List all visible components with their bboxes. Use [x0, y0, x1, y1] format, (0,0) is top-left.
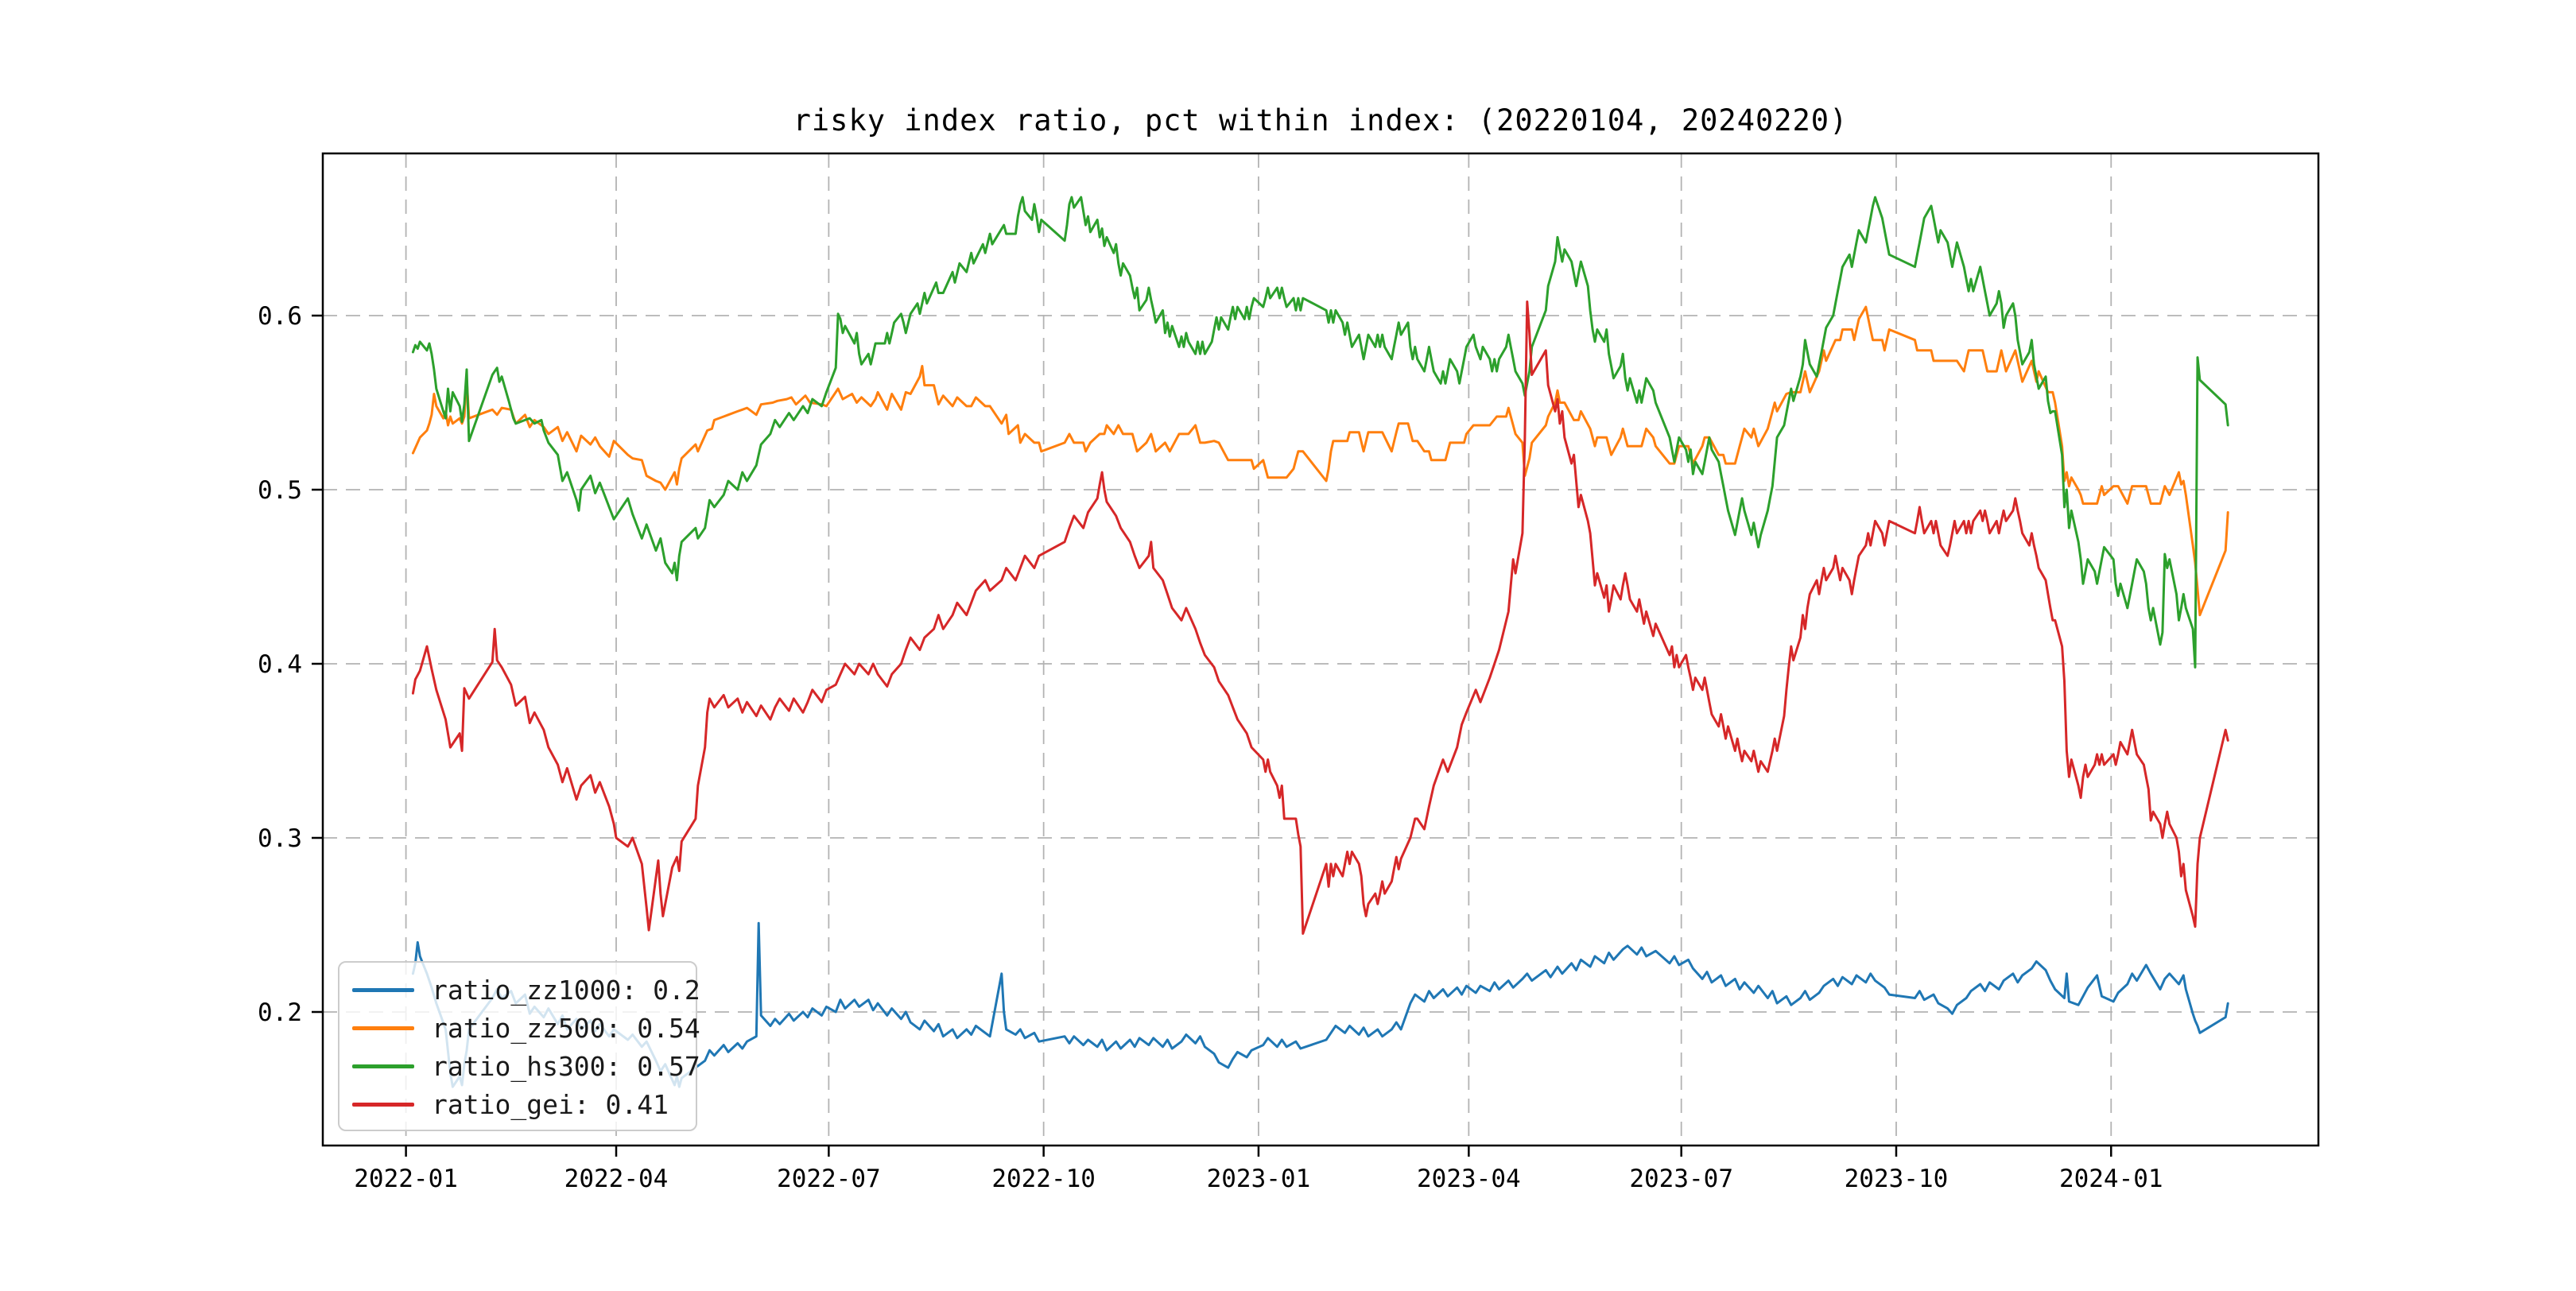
y-tick-label: 0.2 [258, 998, 302, 1027]
axes-spines [321, 152, 2320, 1147]
y-tick-label: 0.4 [258, 650, 302, 679]
legend-label-zz1000: ratio_zz1000: 0.2 [432, 974, 700, 1006]
y-tick-label: 0.5 [258, 476, 302, 505]
x-tick-label: 2022-07 [777, 1165, 881, 1193]
legend-line-swatch-zz1000 [352, 987, 414, 992]
chart-title: risky index ratio, pct within index: (20… [793, 103, 1849, 138]
x-tick-label: 2023-01 [1207, 1165, 1311, 1193]
y-tick-label: 0.6 [258, 302, 302, 331]
legend-label-zz500: ratio_zz500: 0.54 [432, 1012, 700, 1044]
legend-item: ratio_zz500: 0.54 [352, 1009, 700, 1047]
x-tick-label: 2023-04 [1417, 1165, 1521, 1193]
legend-item: ratio_gei: 0.41 [352, 1085, 696, 1123]
x-tick-label: 2022-01 [354, 1165, 458, 1193]
series-line-ratio_zz500 [411, 305, 2229, 617]
legend-line-swatch-zz500 [352, 1025, 414, 1030]
x-tick-label: 2022-04 [564, 1165, 669, 1193]
legend-item: ratio_hs300: 0.57 [352, 1047, 700, 1085]
legend: ratio_zz1000: 0.2 ratio_zz500: 0.54 rati… [338, 961, 700, 1131]
legend-item: ratio_zz1000: 0.2 [352, 971, 700, 1009]
series-line-ratio_hs300 [411, 196, 2229, 669]
legend-line-swatch-gei [352, 1102, 414, 1107]
legend-line-swatch-hs300 [352, 1064, 414, 1068]
x-tick-label: 2023-10 [1845, 1165, 1949, 1193]
series-line-ratio_gei [411, 300, 2229, 935]
x-tick-label: 2024-01 [2059, 1165, 2163, 1193]
x-tick-label: 2023-07 [1629, 1165, 1733, 1193]
y-tick-label: 0.3 [258, 824, 302, 853]
legend-label-gei: ratio_gei: 0.41 [432, 1088, 669, 1120]
legend-label-hs300: ratio_hs300: 0.57 [432, 1050, 700, 1082]
x-tick-label: 2022-10 [991, 1165, 1096, 1193]
